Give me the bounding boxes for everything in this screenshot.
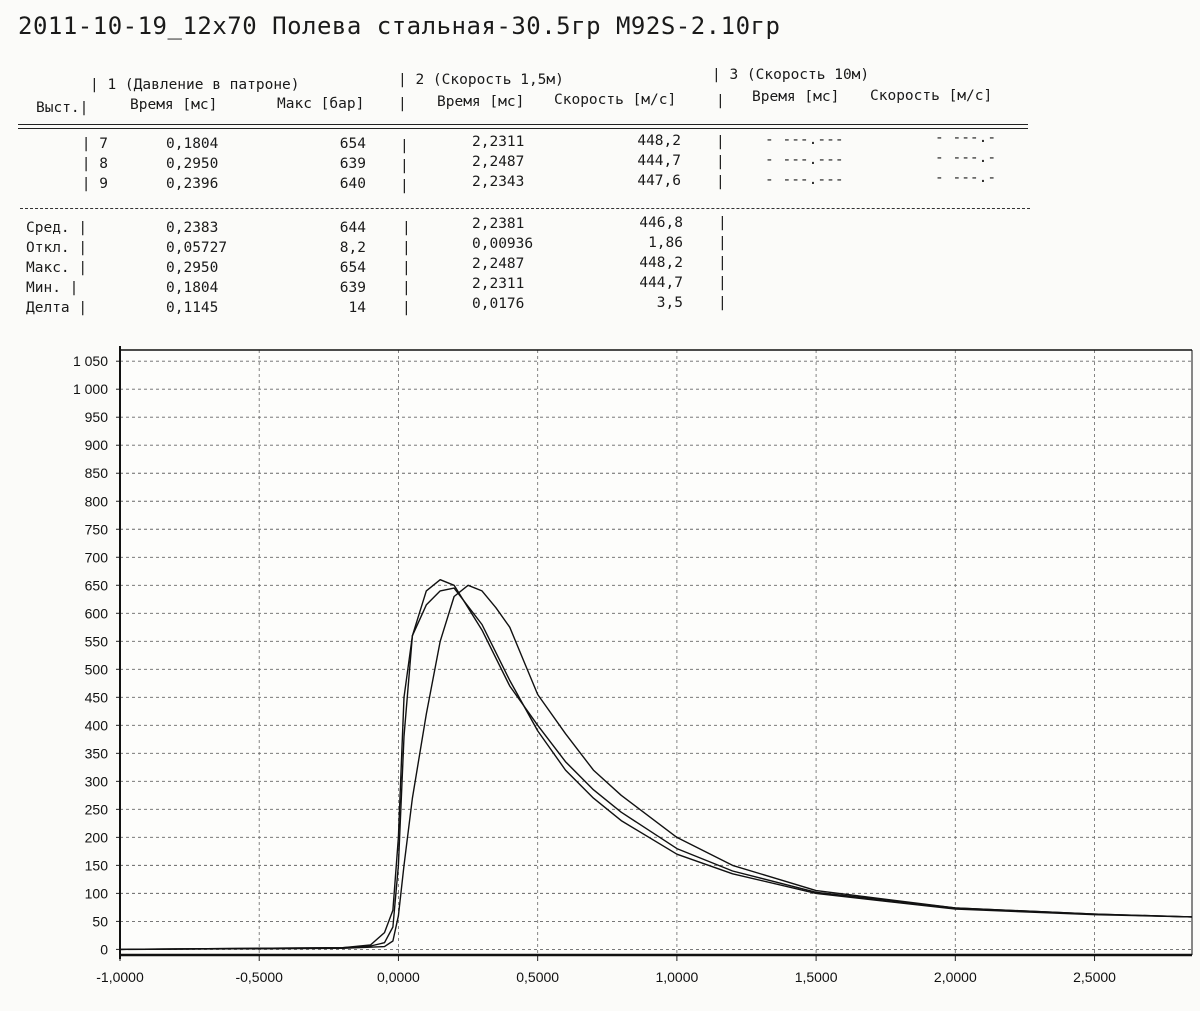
column-header: Макс [бар] bbox=[277, 96, 365, 112]
series-line bbox=[119, 584, 1193, 951]
column-divider: | bbox=[402, 280, 411, 296]
column-divider: | bbox=[402, 300, 411, 316]
stat-velocity-time: 0,0176 bbox=[472, 296, 525, 312]
y-tick-label: 350 bbox=[85, 745, 109, 761]
summary-rule bbox=[20, 208, 1030, 209]
velocity-value-empty: - ---.- bbox=[935, 150, 997, 166]
page-title: 2011-10-19_12x70 Полева стальная-30.5гр … bbox=[18, 12, 781, 40]
column-header: | bbox=[716, 93, 725, 109]
group-header-pressure: | 1 (Давление в патроне) bbox=[90, 77, 300, 93]
y-tick-label: 650 bbox=[85, 577, 109, 593]
stat-label: Макс. | bbox=[26, 260, 88, 276]
velocity-value-empty: - ---.- bbox=[935, 130, 997, 146]
y-tick-label: 500 bbox=[85, 661, 109, 677]
column-header: Время [мс] bbox=[437, 94, 525, 110]
column-divider: | bbox=[718, 255, 727, 271]
y-tick-label: 50 bbox=[92, 913, 108, 929]
y-tick-label: 700 bbox=[85, 549, 109, 565]
velocity-time-empty: - ---.--- bbox=[765, 172, 844, 188]
column-divider: | bbox=[716, 174, 725, 190]
y-tick-label: 850 bbox=[85, 465, 109, 481]
velocity-time-empty: - ---.--- bbox=[765, 152, 844, 168]
y-tick-label: 800 bbox=[85, 493, 109, 509]
column-divider: | bbox=[718, 275, 727, 291]
pressure-time: 0,1804 bbox=[166, 136, 219, 152]
plot-area bbox=[120, 350, 1192, 955]
velocity-time: 2,2311 bbox=[472, 134, 525, 150]
column-header: Время [мс] bbox=[752, 89, 840, 105]
column-divider: | bbox=[718, 215, 727, 231]
x-tick-label: 1,0000 bbox=[655, 969, 698, 985]
stat-label: Сред. | bbox=[26, 220, 88, 236]
pressure-time: 0,2396 bbox=[166, 176, 219, 192]
column-header: Скорость [м/с] bbox=[554, 92, 677, 108]
column-header: Время [мс] bbox=[130, 97, 218, 113]
velocity-time-empty: - ---.--- bbox=[765, 132, 844, 148]
column-divider: | bbox=[716, 154, 725, 170]
y-tick-label: 300 bbox=[85, 773, 109, 789]
y-tick-label: 200 bbox=[85, 829, 109, 845]
y-tick-label: 1 050 bbox=[73, 353, 108, 369]
x-tick-label: 0,5000 bbox=[516, 969, 559, 985]
x-tick-label: 2,5000 bbox=[1073, 969, 1116, 985]
stat-pressure-time: 0,1804 bbox=[166, 280, 219, 296]
x-tick-label: -1,0000 bbox=[96, 969, 144, 985]
pressure-chart: 0 50 100 150 200 250 300 350 400 450 500 550 600 650 7… bbox=[73, 346, 1193, 985]
y-tick-label: 550 bbox=[85, 633, 109, 649]
velocity-time: 2,2487 bbox=[472, 154, 525, 170]
y-tick-label: 400 bbox=[85, 717, 109, 733]
column-header: Выст.| bbox=[36, 100, 89, 116]
y-tick-label: 250 bbox=[85, 801, 109, 817]
y-tick-label: 450 bbox=[85, 689, 109, 705]
stat-label: Делта | bbox=[26, 300, 88, 316]
y-tick-label: 0 bbox=[100, 941, 108, 957]
results-table: | 1 (Давление в патроне) | 2 (Скорость 1,… bbox=[0, 0, 1200, 330]
stat-pressure-time: 0,05727 bbox=[166, 240, 228, 256]
stat-velocity-time: 2,2381 bbox=[472, 216, 525, 232]
group-header-velocity-1: | 2 (Скорость 1,5м) bbox=[398, 72, 564, 88]
stat-pressure-time: 0,2950 bbox=[166, 260, 219, 276]
column-divider: | bbox=[400, 178, 409, 194]
header-rule bbox=[18, 128, 1028, 129]
stat-velocity-time: 2,2487 bbox=[472, 256, 525, 272]
stat-label: Мин. | bbox=[26, 280, 79, 296]
y-tick-label: 950 bbox=[85, 409, 109, 425]
column-divider: | bbox=[718, 235, 727, 251]
column-divider: | bbox=[716, 134, 725, 150]
pressure-time: 0,2950 bbox=[166, 156, 219, 172]
stat-pressure-time: 0,1145 bbox=[166, 300, 219, 316]
x-tick-label: 0,0000 bbox=[377, 969, 420, 985]
stat-label: Откл. | bbox=[26, 240, 88, 256]
group-header-velocity-2: | 3 (Скорость 10м) bbox=[712, 67, 870, 83]
column-divider: | bbox=[402, 220, 411, 236]
velocity-value-empty: - ---.- bbox=[935, 170, 997, 186]
y-tick-label: 1 000 bbox=[73, 381, 108, 397]
stat-velocity-time: 0,00936 bbox=[472, 236, 534, 252]
y-tick-label: 100 bbox=[85, 885, 109, 901]
stat-velocity-time: 2,2311 bbox=[472, 276, 525, 292]
y-tick-label: 150 bbox=[85, 857, 109, 873]
column-header: Скорость [м/с] bbox=[870, 88, 993, 104]
header-rule bbox=[18, 124, 1028, 125]
x-tick-label: 2,0000 bbox=[934, 969, 977, 985]
column-divider: | bbox=[402, 260, 411, 276]
column-divider: | bbox=[400, 158, 409, 174]
x-tick-label: -0,5000 bbox=[235, 969, 283, 985]
column-header: | bbox=[398, 96, 407, 112]
y-tick-label: 900 bbox=[85, 437, 109, 453]
y-tick-label: 750 bbox=[85, 521, 109, 537]
velocity-time: 2,2343 bbox=[472, 174, 525, 190]
x-tick-label: 1,5000 bbox=[795, 969, 838, 985]
stat-pressure-time: 0,2383 bbox=[166, 220, 219, 236]
y-tick-label: 600 bbox=[85, 605, 109, 621]
column-divider: | bbox=[402, 240, 411, 256]
column-divider: | bbox=[718, 295, 727, 311]
series-line bbox=[119, 578, 1193, 951]
column-divider: | bbox=[400, 138, 409, 154]
series-line bbox=[119, 587, 1193, 951]
